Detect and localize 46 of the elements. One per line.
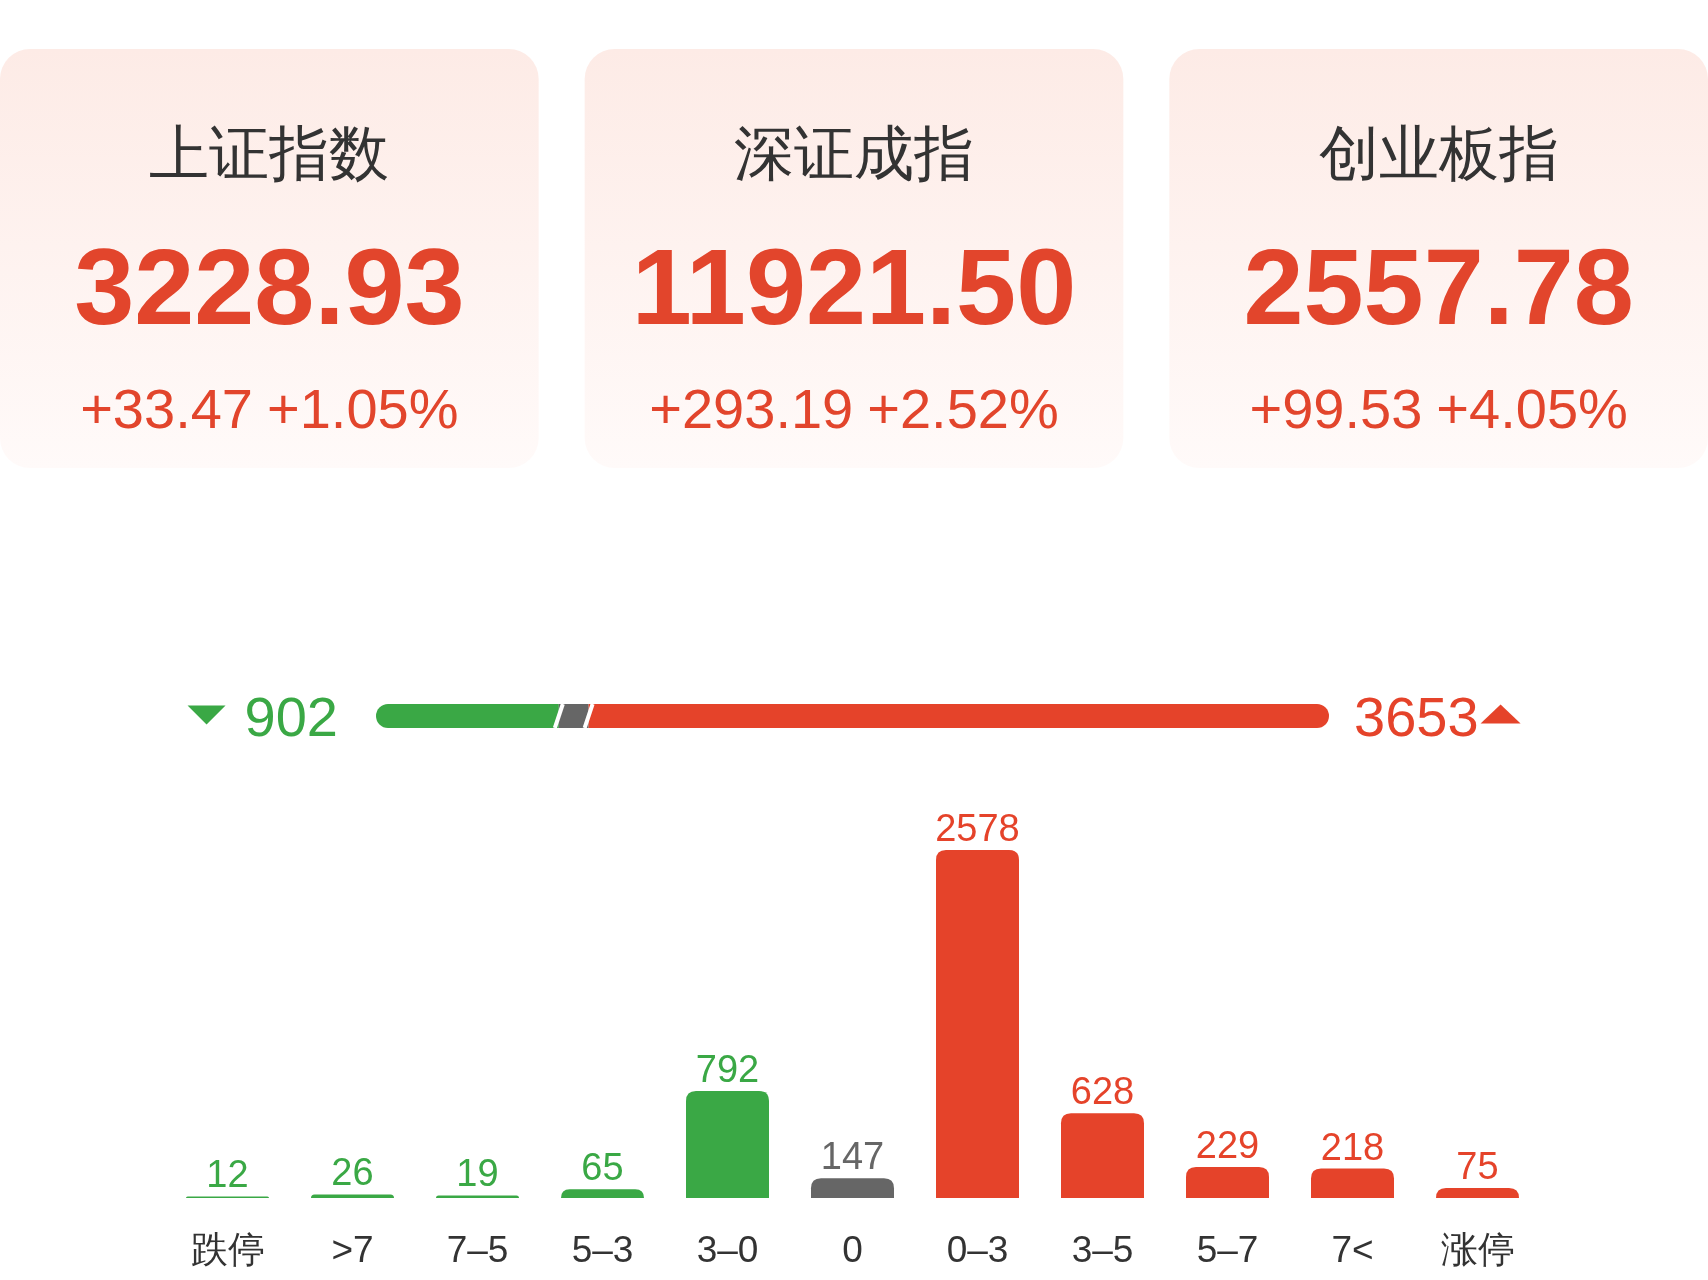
text: +2.52% — [867, 377, 1059, 440]
x-tick-label: 5–3 — [571, 1229, 634, 1270]
bar — [811, 1178, 894, 1198]
x-tick-label: >7 — [331, 1229, 374, 1270]
text: +1.05% — [267, 377, 459, 440]
x-tick-label: 涨停 — [1440, 1229, 1515, 1270]
data-label: 147 — [820, 1135, 885, 1178]
text: 11921.50 — [631, 226, 1077, 347]
data-label: 3653 — [1354, 685, 1479, 748]
x-tick-label: 跌停 — [190, 1229, 265, 1270]
data-label: 19 — [456, 1152, 499, 1195]
bar — [1311, 1168, 1394, 1198]
data-label: 218 — [1320, 1125, 1385, 1168]
x-tick-label: 0 — [842, 1229, 863, 1270]
data-label: 65 — [581, 1146, 624, 1189]
bar — [936, 850, 1019, 1198]
bar — [1061, 1113, 1144, 1198]
bar — [1186, 1167, 1269, 1198]
data-label: 628 — [1070, 1070, 1135, 1113]
x-tick-label: 7–5 — [446, 1229, 509, 1270]
data-label: 902 — [244, 685, 338, 748]
bar — [436, 1195, 519, 1198]
text: 上证指数 — [149, 120, 390, 187]
data-label: 229 — [1195, 1124, 1260, 1167]
x-tick-label: 3–5 — [1071, 1229, 1134, 1270]
text: 2557.78 — [1243, 226, 1634, 347]
text: +33.47 — [80, 377, 254, 440]
bar — [1436, 1187, 1519, 1198]
x-tick-label: 7< — [1331, 1229, 1374, 1270]
data-label: 12 — [206, 1153, 249, 1196]
x-tick-label: 5–7 — [1196, 1229, 1259, 1270]
bar — [311, 1194, 394, 1198]
text: +4.05% — [1436, 377, 1628, 440]
x-tick-label: 0–3 — [946, 1229, 1009, 1270]
data-label: 75 — [1456, 1144, 1499, 1187]
text: +293.19 — [649, 377, 854, 440]
data-label: 26 — [331, 1151, 374, 1194]
text: 深证成指 — [734, 120, 974, 187]
bar — [686, 1091, 769, 1198]
x-tick-label: 3–0 — [696, 1229, 759, 1270]
text: 创业板指 — [1318, 120, 1559, 187]
data-label: 2578 — [935, 807, 1020, 849]
data-label: 792 — [695, 1048, 760, 1091]
bar — [561, 1189, 644, 1198]
text: +99.53 — [1249, 377, 1423, 440]
text: 3228.93 — [74, 226, 465, 347]
